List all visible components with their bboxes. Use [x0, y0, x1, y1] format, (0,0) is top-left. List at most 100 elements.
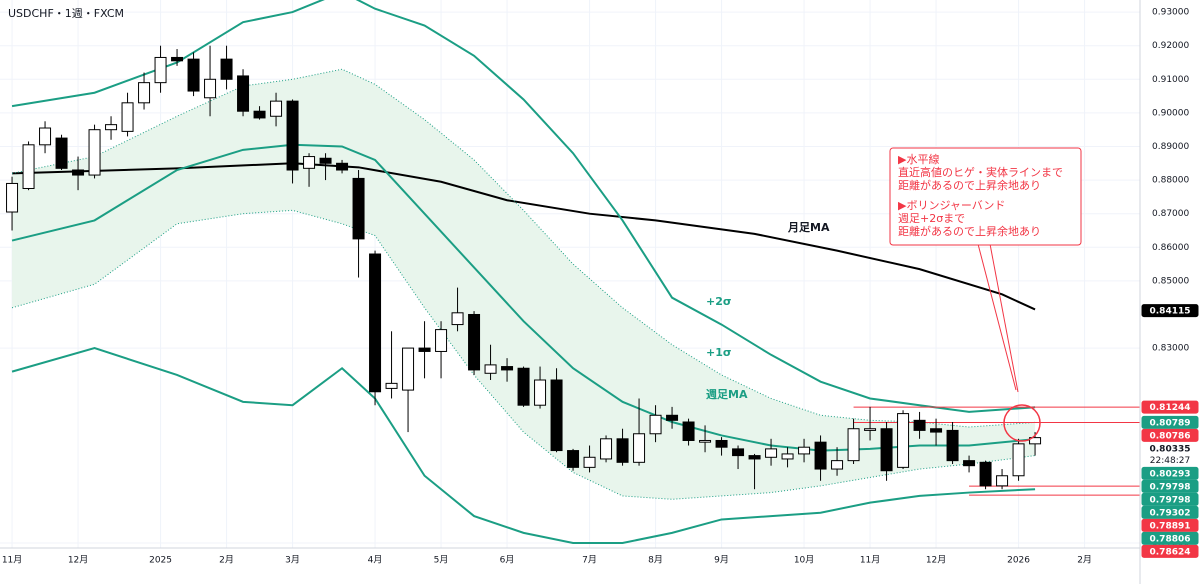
candle-body — [72, 169, 85, 176]
candle-body — [501, 366, 514, 371]
y-tick-label: 0.89000 — [1152, 142, 1189, 152]
price-labels: 0.84115 0.81244 0.80789 0.80786 0.80335 22:48… — [1141, 304, 1199, 558]
price-label: 0.80789 — [1150, 418, 1191, 428]
candle-body — [369, 253, 382, 393]
x-tick-label: 2月 — [1077, 555, 1092, 566]
ma-label: 月足MA — [787, 221, 830, 234]
callout: ▶水平線 直近高値のヒゲ・実体ラインまで 距離があるので上昇余地あり ▶ボリンジ… — [889, 147, 1082, 442]
candle-body — [270, 100, 283, 117]
candle-body — [963, 460, 976, 467]
x-tick-label: 3月 — [285, 555, 300, 566]
x-tick-label: 5月 — [434, 555, 449, 566]
candle-body — [732, 448, 745, 457]
x-tick-label: 2026 — [1007, 556, 1030, 566]
callout-box — [889, 147, 1082, 246]
candle-body — [138, 82, 151, 104]
candle-body — [781, 453, 794, 460]
callout-pointer — [989, 243, 1019, 393]
candle-body — [517, 367, 530, 406]
candle-body — [220, 58, 233, 80]
x-tick-label: 7月 — [582, 555, 597, 566]
candle-body — [105, 124, 118, 131]
plot-area — [0, 0, 1140, 548]
candle-body — [567, 450, 580, 468]
candle-body — [930, 428, 943, 433]
price-label-time: 22:48:27 — [1150, 456, 1190, 466]
price-label-box — [1141, 479, 1199, 493]
band-line — [11, 209, 1036, 500]
y-tick-label: 0.90000 — [1152, 108, 1189, 118]
callout-text: 直近高値のヒゲ・実体ラインまで — [898, 165, 1063, 179]
candle-body — [534, 379, 547, 406]
candle-body — [831, 460, 844, 470]
x-tick-label: 10月 — [794, 555, 814, 566]
candle-body — [946, 429, 959, 462]
candle-body — [699, 439, 712, 443]
callout-text: 週足+2σまで — [898, 212, 965, 225]
price-label-box — [1141, 544, 1199, 558]
price-label-box — [1141, 518, 1199, 532]
candle-body — [484, 364, 497, 374]
x-tick-label: 4月 — [368, 555, 383, 566]
price-label-box — [1141, 466, 1199, 480]
chart-title: USDCHF・1週・FXCM — [8, 7, 124, 20]
y-tick-label: 0.91000 — [1152, 75, 1189, 85]
price-label-box — [1141, 400, 1199, 414]
candle-body — [913, 419, 926, 431]
candle-body — [468, 313, 481, 371]
price-label: 0.79302 — [1150, 508, 1191, 518]
callout-text: 距離があるので上昇余地あり — [898, 178, 1041, 192]
price-label: 0.80293 — [1150, 469, 1191, 479]
price-label: 0.80786 — [1150, 431, 1191, 441]
candle-body — [600, 438, 613, 460]
callout-text: ▶水平線 — [898, 152, 939, 166]
price-label: 0.78624 — [1150, 547, 1191, 557]
price-label: 0.80335 — [1150, 444, 1191, 454]
callout-text: 距離があるので上昇余地あり — [898, 224, 1041, 238]
x-tick-label: 2月 — [219, 555, 234, 566]
price-label: 0.79798 — [1150, 482, 1191, 492]
x-tick-label: 11月 — [2, 555, 22, 566]
price-label: 0.78806 — [1150, 534, 1191, 544]
candle-body — [880, 428, 893, 472]
price-label-box — [1142, 442, 1198, 467]
candle-body — [303, 156, 316, 169]
candle-body — [286, 100, 299, 171]
band-line — [11, 0, 1036, 413]
candle-body — [633, 433, 646, 463]
axes: 0.93000 0.92000 0.91000 0.90000 0.89000 0.880… — [2, 8, 1190, 566]
callout-pointer — [977, 243, 1017, 391]
candle-body — [583, 456, 596, 468]
candle-body — [1012, 443, 1025, 477]
candle-body — [154, 56, 167, 84]
band-label: +2σ — [706, 295, 731, 308]
candle-body — [616, 438, 629, 463]
candle-body — [253, 110, 266, 119]
price-label: 0.79798 — [1150, 495, 1191, 505]
x-tick-label: 12月 — [68, 555, 88, 566]
price-label: 0.84115 — [1150, 307, 1191, 317]
candle-body — [666, 414, 679, 421]
candle-body — [187, 58, 200, 92]
band-line — [11, 347, 1036, 544]
candle-body — [979, 461, 992, 487]
candle-body — [435, 329, 448, 352]
candle-body — [798, 446, 811, 455]
candle-body — [6, 182, 19, 213]
candle-body — [418, 347, 431, 352]
candle-body — [121, 102, 134, 132]
highlight-circle — [1003, 404, 1041, 442]
price-label-box — [1141, 492, 1199, 506]
price-label-box — [1141, 304, 1199, 318]
ma-label: 週足MA — [706, 387, 748, 401]
candle-body — [88, 129, 101, 176]
candle-body — [237, 75, 250, 112]
price-label-box — [1141, 415, 1199, 429]
candle-body — [649, 414, 662, 435]
candle-body — [451, 312, 464, 326]
x-tick-label: 12月 — [926, 555, 946, 566]
candle-body — [402, 347, 415, 391]
candle-body — [765, 448, 778, 458]
candle-body — [352, 177, 365, 240]
